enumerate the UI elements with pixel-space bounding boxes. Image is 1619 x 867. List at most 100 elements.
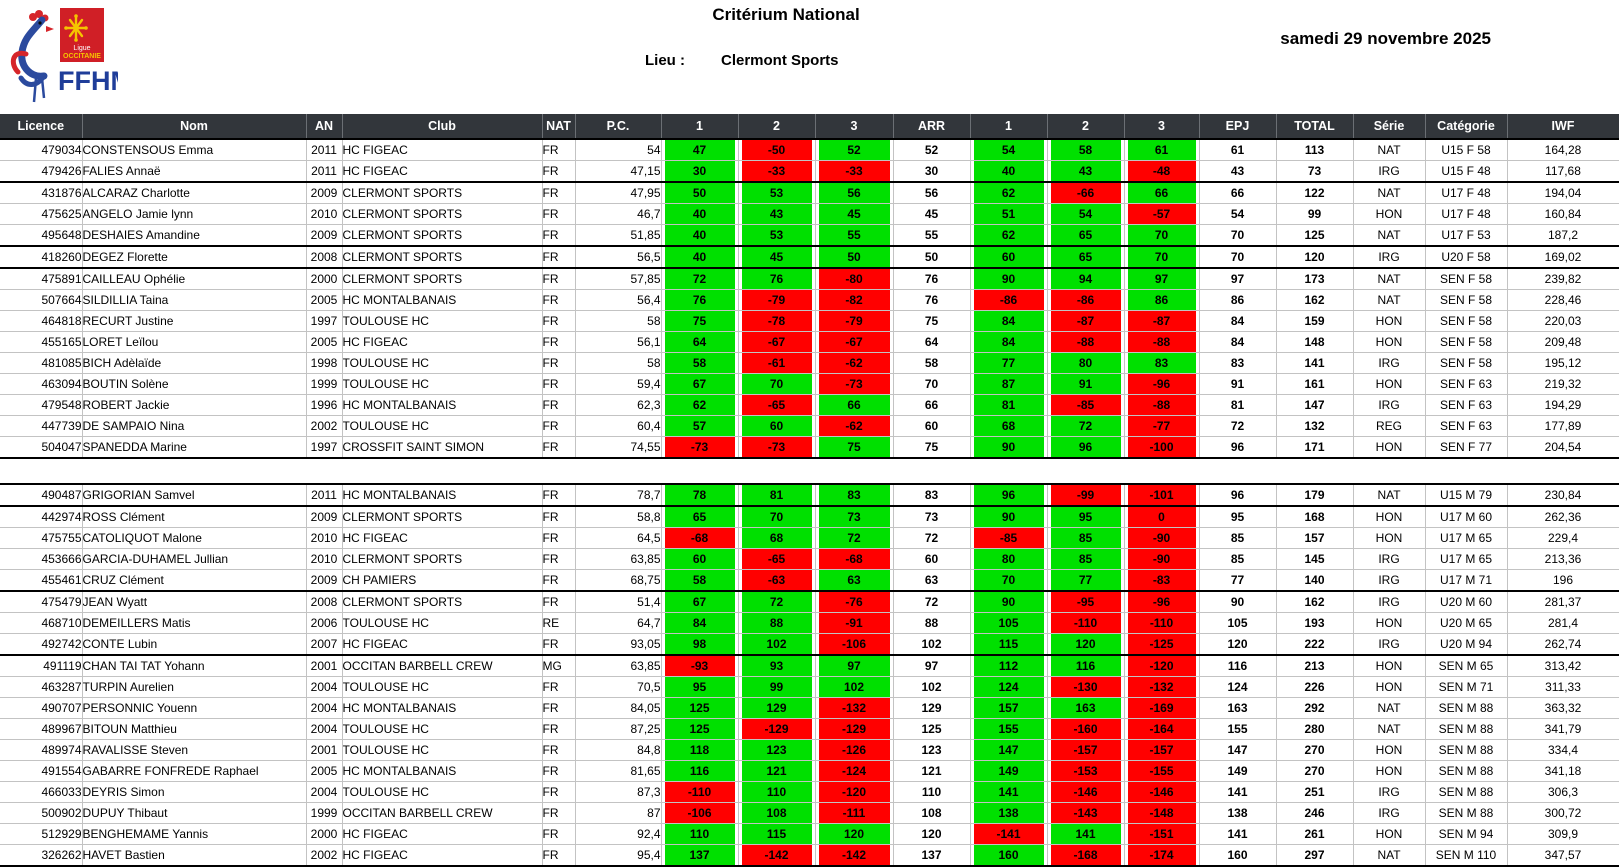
attempt-value: 108 xyxy=(741,803,812,823)
column-header-total: TOTAL xyxy=(1276,114,1354,140)
cell-c1: 138 xyxy=(970,802,1048,824)
cell-s3: -120 xyxy=(815,781,894,803)
attempt-value: 0 xyxy=(1127,507,1196,527)
attempt-value: 99 xyxy=(741,677,812,697)
attempt-value: -132 xyxy=(818,698,890,718)
location-value: Clermont Sports xyxy=(721,52,839,69)
table-row: 447739 DE SAMPAIO Nina 2002 TOULOUSE HC FR 60… xyxy=(0,415,1619,437)
cell-c2: 65 xyxy=(1047,246,1125,269)
cell-c1: 54 xyxy=(970,139,1048,161)
cell-nom: CHAN TAI TAT Yohann xyxy=(82,655,307,677)
cell-an: 2009 xyxy=(306,506,343,528)
cell-nat: FR xyxy=(542,676,576,698)
cell-c2: 77 xyxy=(1047,569,1125,592)
cell-c2: -143 xyxy=(1047,802,1125,824)
attempt-value: 147 xyxy=(973,740,1044,760)
cell-s2: -79 xyxy=(738,289,816,311)
attempt-value: -62 xyxy=(818,416,890,436)
cell-c3: -174 xyxy=(1124,844,1200,867)
cell-arr: 73 xyxy=(893,506,971,528)
cell-c1: 124 xyxy=(970,676,1048,698)
cell-s2: -63 xyxy=(738,569,816,592)
cell-nat: FR xyxy=(542,569,576,592)
cell-s2: 99 xyxy=(738,676,816,698)
attempt-value: 116 xyxy=(1050,656,1121,676)
cell-an: 2009 xyxy=(306,224,343,247)
cell-club: HC MONTALBANAIS xyxy=(342,483,543,507)
cell-c2: 91 xyxy=(1047,373,1125,395)
cell-s2: -50 xyxy=(738,139,816,161)
cell-s3: 75 xyxy=(815,436,894,459)
column-header-categorie: Catégorie xyxy=(1425,114,1508,140)
table-row: 455165 LORET Leïlou 2005 HC FIGEAC FR 56,1 64-… xyxy=(0,331,1619,353)
cell-licence: 475755 xyxy=(0,527,83,549)
attempt-value: 137 xyxy=(664,845,735,865)
cell-epj: 97 xyxy=(1199,268,1277,290)
cell-c2: 72 xyxy=(1047,415,1125,437)
cell-licence: 418260 xyxy=(0,246,83,269)
cell-iwf: 164,28 xyxy=(1507,139,1619,161)
cell-pc: 59,4 xyxy=(575,373,662,395)
cell-nat: FR xyxy=(542,591,576,613)
table-row: 489974 RAVALISSE Steven 2001 TOULOUSE HC FR 8… xyxy=(0,739,1619,761)
cell-nat: FR xyxy=(542,802,576,824)
cell-total: 161 xyxy=(1276,373,1354,395)
cell-categorie: SEN F 63 xyxy=(1425,415,1508,437)
cell-epj: 147 xyxy=(1199,739,1277,761)
cell-s3: -80 xyxy=(815,268,894,290)
cell-c3: -169 xyxy=(1124,697,1200,719)
cell-licence: 479548 xyxy=(0,394,83,416)
attempt-value: -151 xyxy=(1127,824,1196,844)
cell-pc: 63,85 xyxy=(575,655,662,677)
cell-c1: 90 xyxy=(970,436,1048,459)
column-header-nom: Nom xyxy=(82,114,307,140)
cell-c3: -90 xyxy=(1124,548,1200,570)
attempt-value: 57 xyxy=(664,416,735,436)
cell-arr: 88 xyxy=(893,612,971,634)
cell-c3: 70 xyxy=(1124,224,1200,247)
attempt-value: 78 xyxy=(664,486,735,504)
cell-serie: HON xyxy=(1353,655,1426,677)
cell-c3: -100 xyxy=(1124,436,1200,459)
cell-s2: 129 xyxy=(738,697,816,719)
attempt-value: 112 xyxy=(973,656,1044,676)
cell-pc: 51,4 xyxy=(575,591,662,613)
attempt-value: 86 xyxy=(1127,290,1196,310)
cell-c3: 83 xyxy=(1124,352,1200,374)
table-row: 479548 ROBERT Jackie 1996 HC MONTALBANAIS FR… xyxy=(0,394,1619,416)
attempt-value: -100 xyxy=(1127,437,1196,457)
cell-pc: 62,3 xyxy=(575,394,662,416)
cell-c2: 58 xyxy=(1047,139,1125,161)
cell-pc: 47,95 xyxy=(575,182,662,204)
cell-s3: 45 xyxy=(815,203,894,225)
attempt-value: -129 xyxy=(741,719,812,739)
cell-c2: -168 xyxy=(1047,844,1125,867)
cell-categorie: U15 F 58 xyxy=(1425,139,1508,161)
attempt-value: -68 xyxy=(664,528,735,548)
cell-s3: -132 xyxy=(815,697,894,719)
cell-epj: 86 xyxy=(1199,289,1277,311)
cell-c1: 81 xyxy=(970,394,1048,416)
cell-s1: 95 xyxy=(661,676,739,698)
cell-s2: 93 xyxy=(738,655,816,677)
cell-categorie: SEN M 94 xyxy=(1425,823,1508,845)
attempt-value: 157 xyxy=(973,698,1044,718)
attempt-value: 121 xyxy=(741,761,812,781)
column-header-an: AN xyxy=(306,114,343,140)
cell-arr: 50 xyxy=(893,246,971,269)
attempt-value: -157 xyxy=(1127,740,1196,760)
cell-nom: GABARRE FONFREDE Raphael xyxy=(82,760,307,782)
attempt-value: 88 xyxy=(741,613,812,633)
cell-an: 2001 xyxy=(306,739,343,761)
cell-c3: -148 xyxy=(1124,802,1200,824)
cell-arr: 76 xyxy=(893,289,971,311)
rooster-icon xyxy=(10,10,54,103)
cell-s2: -73 xyxy=(738,436,816,459)
cell-serie: HON xyxy=(1353,310,1426,332)
cell-nom: DEGEZ Florette xyxy=(82,246,307,269)
cell-s1: 137 xyxy=(661,844,739,867)
attempt-value: 80 xyxy=(1050,353,1121,373)
cell-an: 2010 xyxy=(306,548,343,570)
cell-licence: 475625 xyxy=(0,203,83,225)
cell-nom: LORET Leïlou xyxy=(82,331,307,353)
